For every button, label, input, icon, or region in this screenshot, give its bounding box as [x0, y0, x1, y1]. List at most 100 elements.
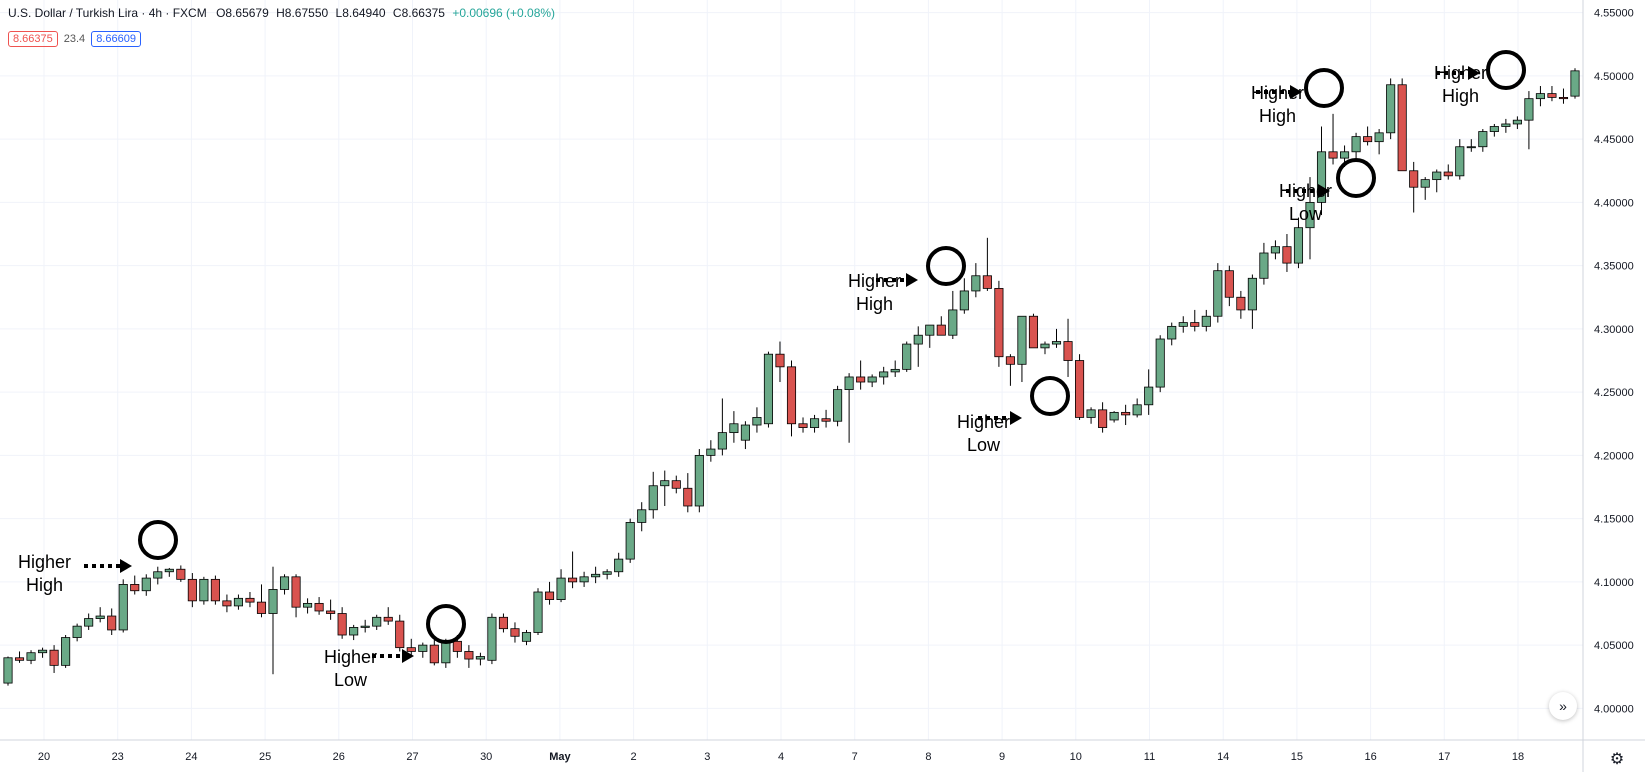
candle-body [1443, 171, 1453, 177]
arrow-head [906, 273, 918, 287]
candle-body [279, 576, 290, 590]
candle-body [314, 602, 324, 612]
pointer-arrow [84, 559, 132, 573]
candle [360, 619, 370, 633]
pointer-arrow [876, 273, 918, 287]
candle-body [141, 577, 151, 592]
y-tick-label: 4.00000 [1594, 703, 1634, 715]
pointer-arrow [372, 649, 414, 663]
candle-body [671, 480, 681, 489]
candle [913, 326, 923, 367]
x-tick-label: 15 [1291, 751, 1303, 763]
candle [1512, 116, 1522, 130]
candle-body [199, 578, 209, 602]
x-tick-label: 2 [631, 751, 637, 763]
candle-body [1270, 246, 1280, 254]
candle [49, 645, 59, 673]
y-tick-label: 4.05000 [1594, 640, 1634, 652]
candle-body [233, 597, 243, 607]
candle-body [429, 644, 439, 664]
candle [26, 650, 36, 665]
settings-gear-icon[interactable]: ⚙ [1609, 751, 1625, 768]
candle [130, 575, 140, 595]
candle-body [602, 571, 612, 575]
candle [1524, 91, 1534, 150]
candle-body [1524, 98, 1534, 121]
candle [95, 607, 105, 623]
candle [1051, 328, 1062, 348]
candle [1478, 129, 1488, 152]
change-value: +0.00696 (+0.08%) [452, 6, 556, 20]
candle-body [568, 577, 578, 583]
candle [660, 470, 670, 506]
candle [544, 581, 555, 605]
annotation-higher-high-3: Higher High [1251, 83, 1305, 126]
candle-body [879, 371, 889, 378]
x-tick-label: 4 [778, 751, 784, 763]
scroll-to-realtime-button[interactable]: » [1549, 692, 1577, 720]
candle-body [1155, 338, 1165, 388]
candle-body [1098, 409, 1108, 428]
candle-body [948, 309, 958, 336]
candle [153, 566, 163, 585]
candle-body [1374, 132, 1384, 143]
candle-body [245, 597, 255, 603]
y-tick-label: 4.55000 [1594, 8, 1634, 20]
candle [1236, 290, 1246, 319]
candle [1086, 407, 1096, 424]
candle-body [1259, 252, 1269, 279]
candle [982, 237, 992, 291]
candle [809, 414, 820, 433]
candle [798, 417, 808, 433]
candle-body [1144, 386, 1154, 406]
candle-body [487, 616, 497, 661]
candle [233, 594, 243, 610]
candle-body [1075, 360, 1085, 418]
candle-body [464, 651, 474, 660]
candle-body [971, 275, 981, 292]
candle-body [1489, 126, 1499, 132]
candle [372, 614, 382, 630]
candle-body [786, 366, 797, 425]
candle [833, 385, 843, 427]
candle [475, 652, 485, 666]
candle-body [406, 647, 416, 652]
candle [1270, 240, 1280, 260]
candle-body [395, 620, 405, 649]
candle-body [614, 558, 624, 573]
y-tick-label: 4.50000 [1594, 71, 1634, 83]
candle-body [1466, 146, 1476, 149]
pointer-arrow [1436, 66, 1480, 80]
candle-body [1478, 131, 1488, 148]
candle-body [418, 644, 428, 652]
candle [890, 360, 900, 377]
candle-body [1409, 170, 1419, 188]
candle-body [1316, 151, 1327, 203]
candle-body [360, 625, 370, 628]
candle [38, 647, 48, 658]
chart-legend: U.S. Dollar / Turkish Lira · 4h · FXCM O… [8, 6, 555, 20]
candle-body [1386, 84, 1396, 134]
candle [1063, 318, 1073, 377]
highlight-circle [926, 246, 966, 286]
arrow-head [1318, 184, 1330, 198]
high-value: H8.67550 [276, 6, 329, 20]
candle-body [833, 389, 843, 422]
y-tick-label: 4.45000 [1594, 134, 1634, 146]
sell-price-button[interactable]: 8.66375 [8, 31, 58, 47]
candle [706, 440, 716, 462]
candle-body [1017, 315, 1027, 365]
annotation-higher-low-3: Higher Low [1279, 181, 1333, 224]
candle [464, 645, 474, 668]
candle-body [176, 568, 186, 580]
buy-price-button[interactable]: 8.66609 [91, 31, 141, 47]
candle [959, 278, 969, 314]
candle [487, 613, 497, 665]
candle [72, 623, 82, 642]
candle [1374, 129, 1384, 155]
candle [107, 608, 117, 636]
candle-body [1282, 246, 1292, 264]
candle-body [1040, 343, 1050, 349]
candle [1570, 68, 1580, 99]
